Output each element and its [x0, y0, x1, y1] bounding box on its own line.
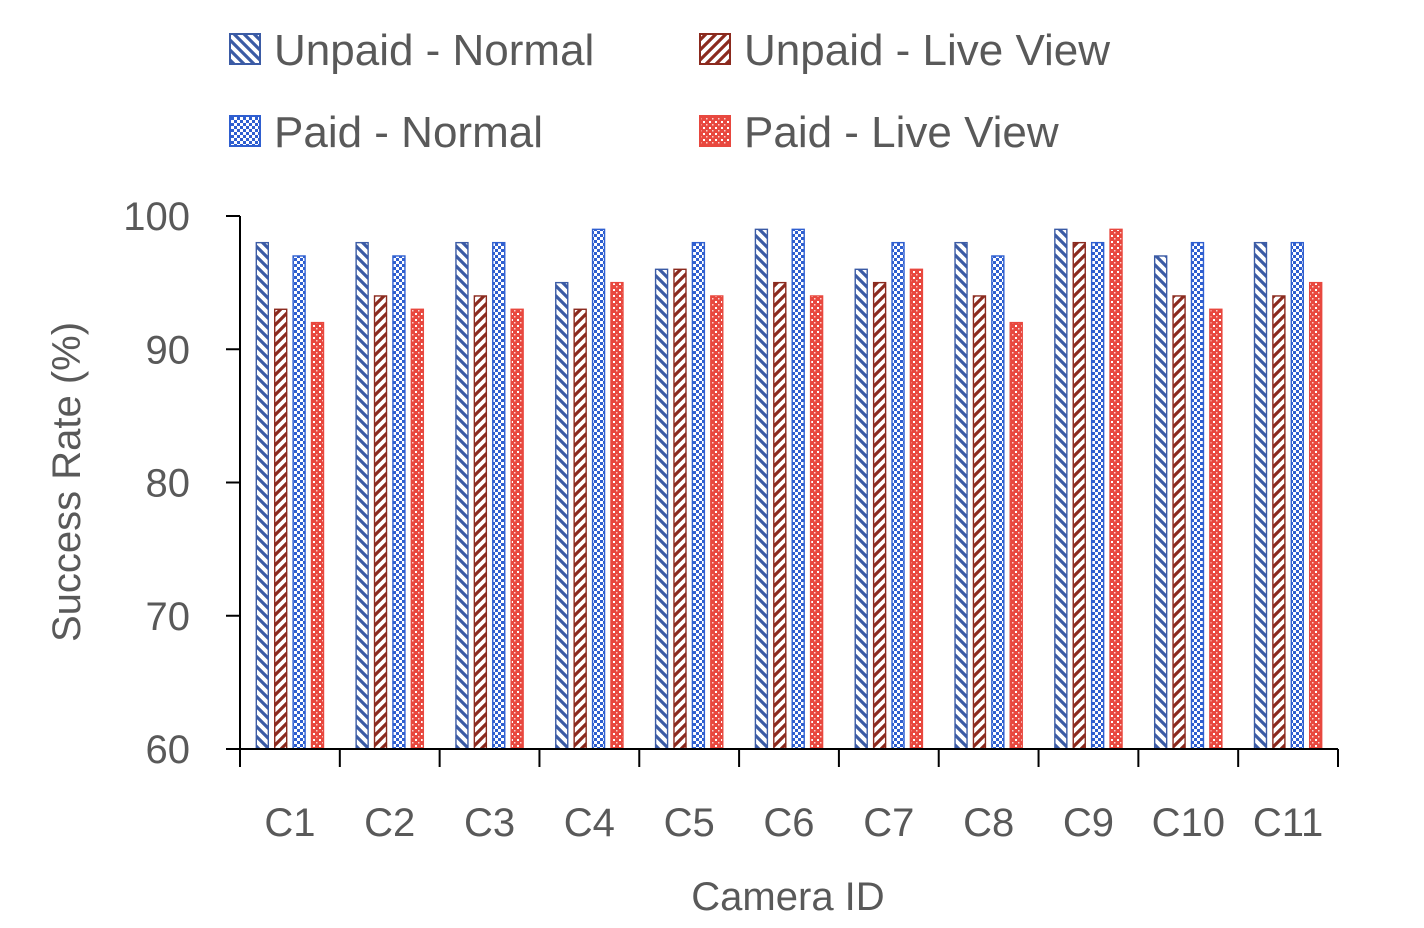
bar-C11-unpaid-normal: [1253, 241, 1268, 750]
y-tick-label: 70: [146, 595, 191, 639]
y-tick-label: 60: [146, 728, 191, 772]
legend-item: Unpaid - Normal: [229, 26, 594, 75]
bar-C9-unpaid-live-view: [1072, 241, 1086, 750]
legend: Unpaid - Normal Unpaid - Live View Paid - …: [229, 26, 1110, 157]
bar-C2-unpaid-normal: [355, 241, 369, 750]
bar-C7-unpaid-normal: [854, 268, 868, 750]
bar-C1-unpaid-normal: [255, 241, 270, 750]
legend-label: Unpaid - Normal: [274, 26, 594, 75]
bar-C5-paid-normal: [691, 241, 706, 750]
x-tick-label: C4: [564, 801, 615, 845]
axes: 60 70 80 90 100 C1 C2 C3 C4 C5 C6 C7 C8 C9 C10 C11: [123, 195, 1339, 845]
legend-item: Unpaid - Live View: [699, 26, 1110, 75]
bar-C11-paid-normal: [1290, 241, 1304, 750]
x-tick-label: C6: [763, 801, 814, 845]
legend-label: Paid - Live View: [744, 108, 1059, 157]
bar-C1-paid-normal: [292, 255, 306, 750]
bar-C7-paid-normal: [891, 241, 905, 750]
x-tick-label: C3: [464, 801, 515, 845]
y-tick-label: 100: [123, 195, 190, 239]
bar-C2-paid-normal: [392, 255, 406, 750]
bar-C5-unpaid-normal: [654, 268, 669, 750]
bar-C10-unpaid-live-view: [1172, 295, 1186, 750]
bar-C6-unpaid-live-view: [773, 281, 787, 750]
y-axis-title: Success Rate (%): [45, 322, 89, 642]
x-axis-title: Camera ID: [691, 875, 884, 919]
bar-C11-paid-live-view: [1308, 281, 1323, 750]
x-tick-label: C11: [1253, 801, 1323, 845]
bar-C8-paid-live-view: [1009, 321, 1023, 750]
bar-C3-paid-normal: [492, 241, 506, 750]
bar-C3-unpaid-live-view: [473, 295, 488, 750]
bar-C9-paid-live-view: [1109, 228, 1123, 750]
bar-C6-paid-normal: [791, 228, 805, 750]
bars: [255, 228, 1323, 750]
bar-C9-unpaid-normal: [1054, 228, 1068, 750]
bar-C4-unpaid-normal: [555, 281, 569, 750]
legend-swatch: [699, 115, 731, 147]
y-tick-label: 80: [146, 462, 191, 506]
x-tick-label: C2: [364, 801, 415, 845]
bar-C11-unpaid-live-view: [1272, 295, 1286, 750]
bar-C7-unpaid-live-view: [872, 281, 887, 750]
bar-C5-unpaid-live-view: [673, 268, 687, 750]
bar-C10-unpaid-normal: [1153, 255, 1168, 750]
bar-C1-paid-live-view: [310, 321, 325, 750]
x-tick-label: C9: [1063, 801, 1114, 845]
bar-C2-paid-live-view: [410, 308, 425, 750]
bar-C10-paid-live-view: [1209, 308, 1223, 750]
legend-swatch: [229, 33, 261, 65]
bar-C7-paid-live-view: [909, 268, 924, 750]
legend-swatch: [229, 115, 261, 147]
bar-C6-unpaid-normal: [754, 228, 769, 750]
bar-C4-unpaid-live-view: [573, 308, 587, 750]
bar-C4-paid-live-view: [610, 281, 624, 750]
x-tick-label: C7: [863, 801, 914, 845]
bar-C10-paid-normal: [1190, 241, 1205, 750]
legend-item: Paid - Live View: [699, 108, 1059, 157]
bar-C6-paid-live-view: [809, 295, 824, 750]
x-tick-label: C5: [664, 801, 715, 845]
legend-label: Paid - Normal: [274, 108, 543, 157]
bar-C8-unpaid-normal: [954, 241, 968, 750]
bar-C3-paid-live-view: [510, 308, 524, 750]
bar-C8-paid-normal: [991, 255, 1005, 750]
bar-C5-paid-live-view: [710, 295, 724, 750]
x-tick-label: C10: [1152, 801, 1225, 845]
bar-C3-unpaid-normal: [455, 241, 469, 750]
legend-item: Paid - Normal: [229, 108, 543, 157]
bar-C8-unpaid-live-view: [972, 295, 987, 750]
bar-C1-unpaid-live-view: [274, 308, 288, 750]
x-tick-label: C1: [264, 801, 315, 845]
bar-C9-paid-normal: [1090, 241, 1105, 750]
legend-label: Unpaid - Live View: [744, 26, 1110, 75]
bar-C2-unpaid-live-view: [373, 295, 388, 750]
y-tick-label: 90: [146, 328, 191, 372]
bar-C4-paid-normal: [591, 228, 606, 750]
legend-swatch: [699, 33, 731, 65]
x-tick-label: C8: [963, 801, 1014, 845]
